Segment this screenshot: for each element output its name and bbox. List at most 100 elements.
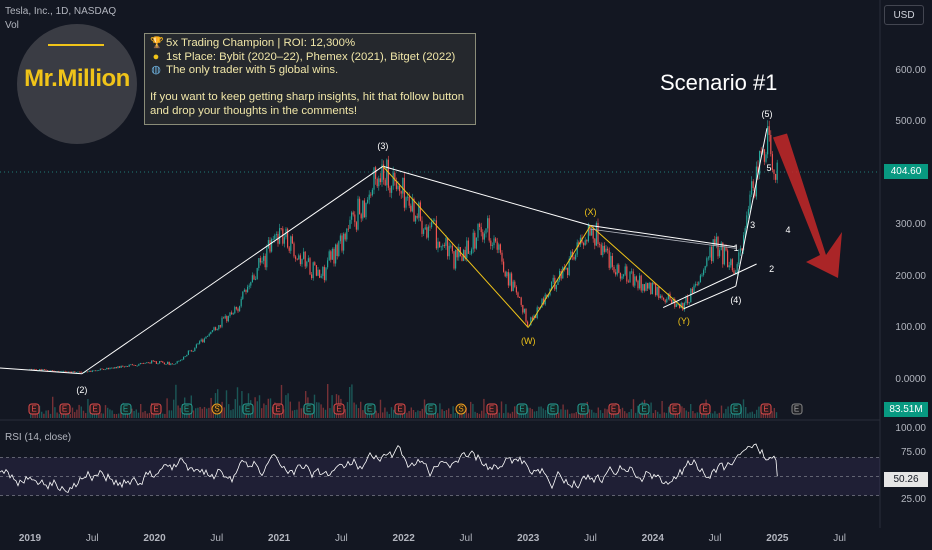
candle-body	[426, 227, 428, 238]
candle-body	[763, 149, 765, 162]
time-tick-label: 2021	[267, 533, 291, 544]
volume-bar	[96, 413, 98, 418]
event-marker[interactable]: E	[364, 403, 375, 415]
event-marker[interactable]: E	[333, 403, 345, 415]
candle-body	[328, 251, 330, 261]
candle-body	[595, 222, 597, 246]
currency-button[interactable]: USD	[884, 5, 924, 25]
volume-bar	[344, 409, 346, 418]
volume-bar	[538, 406, 540, 418]
time-tick-label: 2023	[517, 533, 540, 544]
candle-body	[765, 154, 767, 162]
volume-bar	[775, 412, 778, 418]
candle-body	[115, 367, 117, 369]
volume-bar	[261, 408, 263, 418]
volume-bar	[401, 412, 404, 418]
wave-line	[590, 225, 736, 248]
info-box[interactable]: 🏆 5x Trading Champion | ROI: 12,300% ● 1st …	[144, 33, 476, 125]
volume-bar	[703, 411, 705, 418]
candle-body	[498, 244, 500, 250]
candle-body	[159, 361, 161, 364]
candle-body	[122, 365, 124, 367]
event-marker[interactable]: E	[608, 403, 619, 415]
volume-bar	[203, 406, 206, 418]
candle-body	[637, 280, 639, 289]
volume-bar	[665, 412, 668, 418]
event-marker[interactable]: S	[211, 403, 223, 415]
volume-bar	[681, 406, 683, 418]
event-marker[interactable]: E	[669, 403, 680, 415]
candle-body	[650, 282, 652, 295]
volume-bar	[597, 407, 599, 418]
candle-body	[351, 212, 353, 220]
time-tick-label: 2025	[766, 533, 789, 544]
event-marker[interactable]: E	[28, 403, 40, 415]
volume-bar	[386, 411, 388, 418]
volume-bar	[384, 407, 386, 418]
event-marker[interactable]: E	[89, 403, 101, 415]
candle-body	[269, 240, 271, 252]
candle-body	[386, 159, 388, 186]
candle-body	[405, 197, 407, 208]
volume-bar	[529, 407, 531, 418]
event-marker[interactable]: E	[150, 403, 162, 415]
candle-body	[403, 177, 405, 208]
volume-bar	[450, 413, 452, 418]
event-marker[interactable]: E	[547, 403, 558, 415]
candle-body	[530, 317, 532, 326]
event-marker[interactable]: E	[242, 403, 253, 415]
volume-bar	[749, 412, 751, 418]
candle-body	[306, 261, 308, 267]
candle-body	[253, 275, 255, 280]
candle-body	[93, 370, 95, 372]
event-marker[interactable]: E	[120, 403, 131, 415]
candle-body	[631, 271, 633, 273]
volume-bar	[322, 407, 324, 418]
event-marker[interactable]: E	[394, 403, 406, 415]
event-marker[interactable]: E	[577, 403, 589, 415]
event-marker[interactable]: E	[486, 403, 497, 415]
volume-bar	[296, 409, 298, 418]
candle-body	[383, 164, 385, 180]
event-marker[interactable]: E	[730, 403, 741, 415]
volume-bar	[692, 411, 694, 418]
candle-body	[303, 251, 305, 259]
volume-bar	[124, 413, 126, 418]
candle-body	[295, 256, 297, 259]
volume-bar	[223, 407, 225, 418]
event-marker[interactable]: E	[272, 403, 284, 415]
event-marker[interactable]: E	[425, 403, 436, 415]
volume-bar	[265, 405, 267, 418]
candle-body	[701, 274, 703, 276]
candle-body	[293, 243, 295, 257]
candle-body	[499, 244, 501, 253]
candle-body	[706, 258, 708, 267]
volume-bar	[71, 407, 74, 418]
candle-body	[290, 236, 292, 251]
volume-bar	[575, 412, 577, 418]
volume-bar	[604, 408, 606, 418]
rsi-tick-label: 25.00	[900, 494, 926, 506]
event-marker[interactable]: E	[516, 403, 528, 415]
candle-body	[725, 247, 727, 251]
event-marker[interactable]: E	[791, 403, 802, 415]
candle-body	[547, 295, 549, 298]
candle-body	[85, 371, 87, 373]
candle-body	[429, 226, 431, 228]
event-marker[interactable]: E	[59, 403, 70, 415]
candle-body	[515, 286, 517, 293]
candle-body	[671, 299, 673, 303]
volume-bar	[767, 413, 769, 418]
event-marker[interactable]: E	[181, 403, 192, 415]
event-marker[interactable]: E	[760, 403, 772, 415]
event-marker[interactable]: E	[699, 403, 711, 415]
event-marker[interactable]: S	[455, 403, 467, 415]
event-marker[interactable]: E	[638, 403, 650, 415]
subwave-label: 2	[769, 264, 775, 275]
candle-body	[155, 361, 157, 364]
event-marker[interactable]: E	[303, 403, 314, 415]
candle-body	[703, 270, 705, 275]
volume-bar	[747, 413, 749, 418]
volume-bar	[443, 410, 445, 418]
